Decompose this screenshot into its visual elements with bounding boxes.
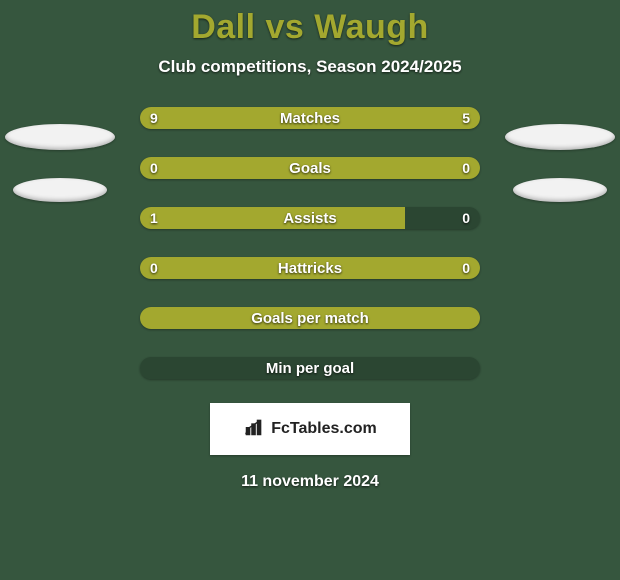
bar-left-value: 0 bbox=[150, 257, 158, 279]
stat-bar: 10Assists bbox=[140, 207, 480, 229]
bars-column: 95Matches00Goals10Assists00HattricksGoal… bbox=[140, 107, 480, 379]
page-title: Dall vs Waugh bbox=[191, 8, 429, 47]
bar-left-fill bbox=[140, 207, 405, 229]
comparison-card: Dall vs Waugh Club competitions, Season … bbox=[0, 0, 620, 491]
player-placeholder bbox=[5, 124, 115, 150]
bar-right-value: 5 bbox=[462, 107, 470, 129]
bar-left-value: 9 bbox=[150, 107, 158, 129]
bar-left-fill bbox=[140, 307, 480, 329]
footer-date: 11 november 2024 bbox=[241, 473, 379, 491]
bar-right-fill bbox=[310, 257, 480, 279]
stat-bar: 00Hattricks bbox=[140, 257, 480, 279]
source-badge: FcTables.com bbox=[210, 403, 410, 455]
bar-right-value: 0 bbox=[462, 257, 470, 279]
bar-right-value: 0 bbox=[462, 207, 470, 229]
bar-left-fill bbox=[140, 107, 358, 129]
bar-left-fill bbox=[140, 157, 310, 179]
page-subtitle: Club competitions, Season 2024/2025 bbox=[158, 57, 461, 77]
stat-bar: 00Goals bbox=[140, 157, 480, 179]
stat-bar: Min per goal bbox=[140, 357, 480, 379]
player-placeholder bbox=[505, 124, 615, 150]
bar-left-fill bbox=[140, 257, 310, 279]
stat-bar: Goals per match bbox=[140, 307, 480, 329]
bar-track bbox=[140, 357, 480, 379]
stats-area: 95Matches00Goals10Assists00HattricksGoal… bbox=[0, 107, 620, 379]
stat-bar: 95Matches bbox=[140, 107, 480, 129]
bar-right-fill bbox=[310, 157, 480, 179]
player-placeholder bbox=[13, 178, 107, 202]
bar-left-value: 1 bbox=[150, 207, 158, 229]
bar-right-value: 0 bbox=[462, 157, 470, 179]
source-badge-text: FcTables.com bbox=[271, 420, 377, 438]
chart-icon bbox=[243, 416, 265, 443]
bar-left-value: 0 bbox=[150, 157, 158, 179]
player-placeholder bbox=[513, 178, 607, 202]
